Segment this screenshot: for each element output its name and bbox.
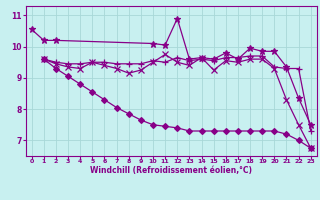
X-axis label: Windchill (Refroidissement éolien,°C): Windchill (Refroidissement éolien,°C) [90, 166, 252, 175]
